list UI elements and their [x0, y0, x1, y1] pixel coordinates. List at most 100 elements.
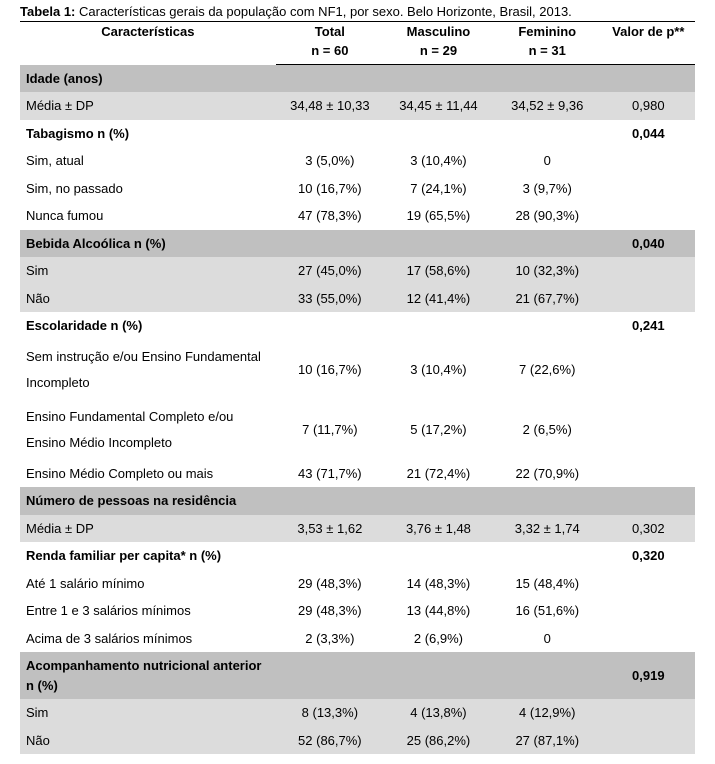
cell-value: 43 (71,7%)	[276, 460, 384, 488]
table-row: Média ± DP34,48 ± 10,3334,45 ± 11,4434,5…	[20, 92, 695, 120]
cell-characteristic: Renda familiar per capita* n (%)	[20, 542, 276, 570]
cell-value	[384, 120, 493, 148]
cell-pvalue	[602, 597, 695, 625]
cell-pvalue: 0,044	[602, 120, 695, 148]
table-row: Não52 (86,7%)25 (86,2%)27 (87,1%)	[20, 727, 695, 755]
cell-pvalue	[602, 147, 695, 175]
cell-value	[384, 487, 493, 515]
cell-value	[493, 652, 602, 699]
cell-value: 12 (41,4%)	[384, 285, 493, 313]
cell-value: 10 (16,7%)	[276, 175, 384, 203]
table-row: Acima de 3 salários mínimos2 (3,3%)2 (6,…	[20, 625, 695, 653]
cell-value	[384, 652, 493, 699]
cell-value: 29 (48,3%)	[276, 570, 384, 598]
cell-value: 8 (13,3%)	[276, 699, 384, 727]
cell-pvalue	[602, 570, 695, 598]
cell-value: 27 (87,1%)	[493, 727, 602, 755]
table-row: Sim, no passado10 (16,7%)7 (24,1%)3 (9,7…	[20, 175, 695, 203]
cell-value: 7 (11,7%)	[276, 400, 384, 460]
table-row: Não33 (55,0%)12 (41,4%)21 (67,7%)	[20, 285, 695, 313]
cell-value: 4 (13,8%)	[384, 699, 493, 727]
cell-value: 5 (17,2%)	[384, 400, 493, 460]
title-prefix: Tabela 1:	[20, 4, 75, 19]
table-row: Ensino Fundamental Completo e/ou Ensino …	[20, 400, 695, 460]
header-n-total: n = 60	[276, 41, 384, 65]
table-row: Sim, atual3 (5,0%)3 (10,4%)0	[20, 147, 695, 175]
cell-value	[384, 65, 493, 93]
cell-pvalue	[602, 175, 695, 203]
cell-value	[384, 312, 493, 340]
header-n-masc: n = 29	[384, 41, 493, 65]
cell-value	[384, 542, 493, 570]
cell-value: 3 (10,4%)	[384, 147, 493, 175]
cell-value: 34,52 ± 9,36	[493, 92, 602, 120]
cell-value: 0	[493, 625, 602, 653]
cell-characteristic: Não	[20, 727, 276, 755]
cell-value: 25 (86,2%)	[384, 727, 493, 755]
cell-pvalue	[602, 202, 695, 230]
cell-value: 22 (70,9%)	[493, 460, 602, 488]
cell-pvalue	[602, 699, 695, 727]
cell-pvalue	[602, 625, 695, 653]
header-masculino: Masculino	[384, 22, 493, 42]
table-row: Tabagismo n (%)0,044	[20, 120, 695, 148]
cell-characteristic: Sim, no passado	[20, 175, 276, 203]
cell-value: 3,76 ± 1,48	[384, 515, 493, 543]
table-container: Tabela 1: Características gerais da popu…	[0, 0, 715, 764]
cell-value: 15 (48,4%)	[493, 570, 602, 598]
cell-pvalue: 0,320	[602, 542, 695, 570]
cell-pvalue	[602, 285, 695, 313]
table-row: Renda familiar per capita* n (%) 0,320	[20, 542, 695, 570]
cell-value: 7 (24,1%)	[384, 175, 493, 203]
table-row: Escolaridade n (%)0,241	[20, 312, 695, 340]
cell-value: 33 (55,0%)	[276, 285, 384, 313]
title-text: Características gerais da população com …	[75, 4, 571, 19]
cell-value: 47 (78,3%)	[276, 202, 384, 230]
header-pvalue: Valor de p**	[602, 22, 695, 42]
cell-value: 3 (10,4%)	[384, 340, 493, 400]
cell-value: 14 (48,3%)	[384, 570, 493, 598]
header-total: Total	[276, 22, 384, 42]
cell-value: 2 (6,9%)	[384, 625, 493, 653]
cell-value	[276, 652, 384, 699]
cell-characteristic: Entre 1 e 3 salários mínimos	[20, 597, 276, 625]
cell-value	[276, 230, 384, 258]
table-row: Nunca fumou47 (78,3%)19 (65,5%)28 (90,3%…	[20, 202, 695, 230]
cell-value: 4 (12,9%)	[493, 699, 602, 727]
cell-value: 29 (48,3%)	[276, 597, 384, 625]
cell-value: 3,32 ± 1,74	[493, 515, 602, 543]
cell-pvalue	[602, 400, 695, 460]
header-row-1: Características Total Masculino Feminino…	[20, 22, 695, 42]
cell-value	[384, 230, 493, 258]
table-row: Entre 1 e 3 salários mínimos29 (48,3%)13…	[20, 597, 695, 625]
cell-value	[493, 120, 602, 148]
cell-value: 34,45 ± 11,44	[384, 92, 493, 120]
cell-characteristic: Ensino Médio Completo ou mais	[20, 460, 276, 488]
cell-characteristic: Nunca fumou	[20, 202, 276, 230]
cell-value: 52 (86,7%)	[276, 727, 384, 755]
header-n-fem: n = 31	[493, 41, 602, 65]
cell-pvalue: 0,302	[602, 515, 695, 543]
table-row: Sim8 (13,3%)4 (13,8%)4 (12,9%)	[20, 699, 695, 727]
cell-characteristic: Sim, atual	[20, 147, 276, 175]
characteristics-table: Características Total Masculino Feminino…	[20, 21, 695, 754]
cell-value: 3 (5,0%)	[276, 147, 384, 175]
cell-pvalue: 0,040	[602, 230, 695, 258]
cell-value	[276, 542, 384, 570]
header-characteristics: Características	[20, 22, 276, 42]
cell-value: 16 (51,6%)	[493, 597, 602, 625]
cell-characteristic: Escolaridade n (%)	[20, 312, 276, 340]
table-title: Tabela 1: Características gerais da popu…	[20, 4, 695, 19]
table-header: Características Total Masculino Feminino…	[20, 22, 695, 65]
cell-characteristic: Sim	[20, 257, 276, 285]
cell-characteristic: Número de pessoas na residência	[20, 487, 276, 515]
table-row: Idade (anos)	[20, 65, 695, 93]
cell-characteristic: Sim	[20, 699, 276, 727]
header-feminino: Feminino	[493, 22, 602, 42]
cell-value: 21 (72,4%)	[384, 460, 493, 488]
cell-value	[493, 542, 602, 570]
cell-value: 2 (6,5%)	[493, 400, 602, 460]
cell-characteristic: Acima de 3 salários mínimos	[20, 625, 276, 653]
cell-value	[276, 120, 384, 148]
cell-value: 21 (67,7%)	[493, 285, 602, 313]
